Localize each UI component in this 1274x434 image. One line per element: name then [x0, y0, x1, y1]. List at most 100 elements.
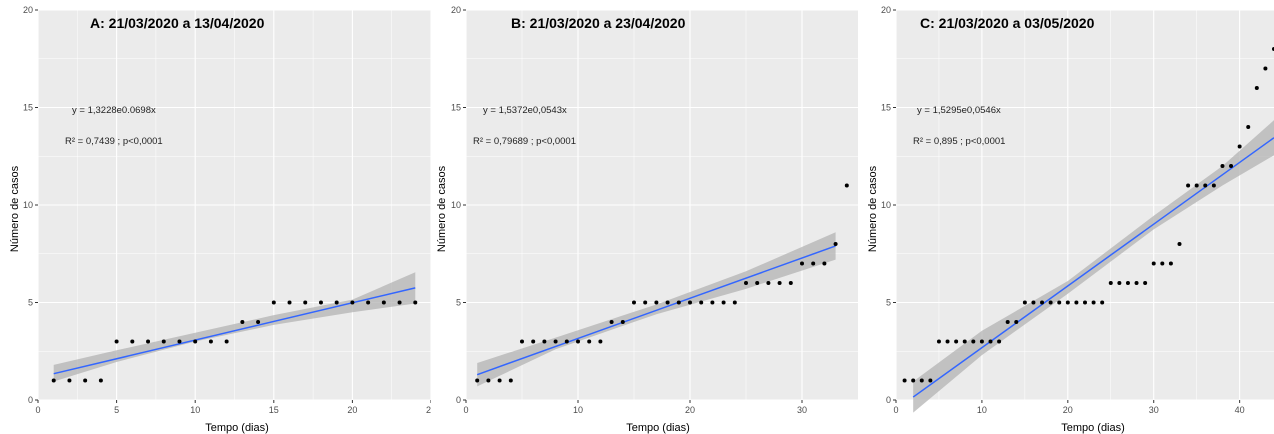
y-tick-label: 20	[451, 5, 461, 15]
data-point	[632, 300, 636, 305]
confidence-band	[913, 120, 1274, 413]
x-tick-label: 10	[977, 405, 987, 415]
plot-area	[37, 9, 431, 401]
fit-line	[53, 287, 416, 375]
data-point	[1005, 320, 1010, 324]
x-tick-label: 20	[1063, 405, 1073, 415]
data-point	[1031, 300, 1036, 305]
y-tick-label: 10	[881, 200, 891, 210]
y-tick-label: 5	[456, 298, 461, 308]
data-point	[1160, 261, 1165, 266]
x-tick-label: 15	[269, 405, 279, 415]
chart-c-svg: 0 10 20 30 40 0 5 10 15 20 C: 21/03/2020 a 03/05/…	[867, 5, 1274, 434]
data-point	[902, 378, 907, 383]
y-tick-label: 5	[28, 298, 33, 308]
data-point	[1186, 183, 1191, 188]
plot-area	[895, 9, 1274, 413]
x-axis-label: Tempo (dias)	[626, 422, 690, 434]
x-tick-label: 10	[190, 405, 200, 415]
data-point	[1083, 300, 1087, 305]
data-point	[587, 339, 592, 344]
data-point	[1108, 281, 1113, 285]
data-point	[811, 261, 816, 266]
data-point	[1220, 164, 1225, 168]
data-point	[1022, 300, 1027, 305]
data-point	[997, 339, 1002, 344]
data-point	[1048, 300, 1053, 305]
data-point	[334, 300, 339, 305]
y-tick-label: 20	[23, 5, 33, 15]
data-point	[98, 378, 103, 383]
y-tick-label: 20	[881, 5, 891, 15]
data-point	[676, 300, 681, 305]
x-tick-label: 0	[35, 405, 40, 415]
chart-title: B: 21/03/2020 a 23/04/2020	[511, 15, 686, 31]
r-squared-label: R² = 0,79689 ; p<0,0001	[473, 136, 576, 147]
data-point	[609, 320, 614, 324]
data-point	[161, 339, 166, 344]
data-point	[1014, 320, 1019, 324]
y-tick-label: 10	[451, 200, 461, 210]
x-tick-label: 30	[797, 405, 807, 415]
data-point	[1117, 281, 1122, 285]
data-point	[486, 378, 491, 383]
data-point	[1168, 261, 1173, 266]
data-point	[844, 183, 849, 188]
data-point	[979, 339, 984, 344]
data-point	[542, 339, 547, 344]
data-point	[531, 339, 536, 344]
data-point	[114, 339, 119, 344]
data-point	[564, 339, 569, 344]
data-point	[240, 320, 245, 324]
data-point	[1177, 242, 1182, 246]
chart-title: A: 21/03/2020 a 13/04/2020	[90, 15, 265, 31]
data-point	[1211, 183, 1216, 188]
regression-equation: y = 1,5295e0,0546x	[917, 105, 1001, 116]
y-tick-label: 10	[23, 200, 33, 210]
fit-line	[476, 245, 836, 376]
y-tick-label: 15	[451, 103, 461, 113]
x-tick-label: 30	[1149, 405, 1159, 415]
chart-a-svg: 0 5 10 15 20 25 0 5 10 15 20 A: 21/03/2020 a 13/04…	[9, 5, 431, 434]
data-point	[665, 300, 670, 305]
data-point	[1254, 86, 1259, 90]
data-point	[130, 339, 135, 344]
regression-equation: y = 1,3228e0.0698x	[72, 105, 156, 116]
data-point	[256, 320, 261, 324]
data-point	[397, 300, 402, 305]
data-point	[971, 339, 976, 344]
data-point	[1237, 144, 1242, 149]
data-point	[732, 300, 737, 305]
data-point	[1125, 281, 1130, 285]
data-point	[508, 378, 513, 383]
data-point	[988, 339, 993, 344]
x-tick-label: 40	[1235, 405, 1245, 415]
data-point	[654, 300, 659, 305]
y-tick-label: 0	[28, 395, 33, 405]
data-point	[1074, 300, 1079, 305]
data-point	[576, 339, 580, 344]
data-point	[381, 300, 386, 305]
data-point	[271, 300, 276, 305]
data-point	[800, 261, 804, 266]
x-tick-label: 20	[685, 405, 695, 415]
data-point	[1263, 66, 1268, 71]
data-point	[51, 378, 56, 383]
data-point	[744, 281, 748, 285]
data-point	[699, 300, 704, 305]
chart-b-svg: 0 10 20 30 0 5 10 15 20 B: 21/03/2020 a 23/04/20…	[436, 5, 858, 434]
data-point	[287, 300, 292, 305]
data-point	[755, 281, 760, 285]
fit-line	[912, 137, 1274, 398]
data-point	[1229, 164, 1234, 168]
y-tick-label: 0	[456, 395, 461, 405]
data-point	[688, 300, 692, 305]
data-point	[146, 339, 151, 344]
data-point	[928, 378, 933, 383]
y-axis-label: Número de casos	[436, 165, 448, 252]
data-point	[303, 300, 308, 305]
data-point	[1057, 300, 1062, 305]
data-point	[413, 300, 418, 305]
data-point	[620, 320, 625, 324]
confidence-band	[53, 272, 416, 382]
